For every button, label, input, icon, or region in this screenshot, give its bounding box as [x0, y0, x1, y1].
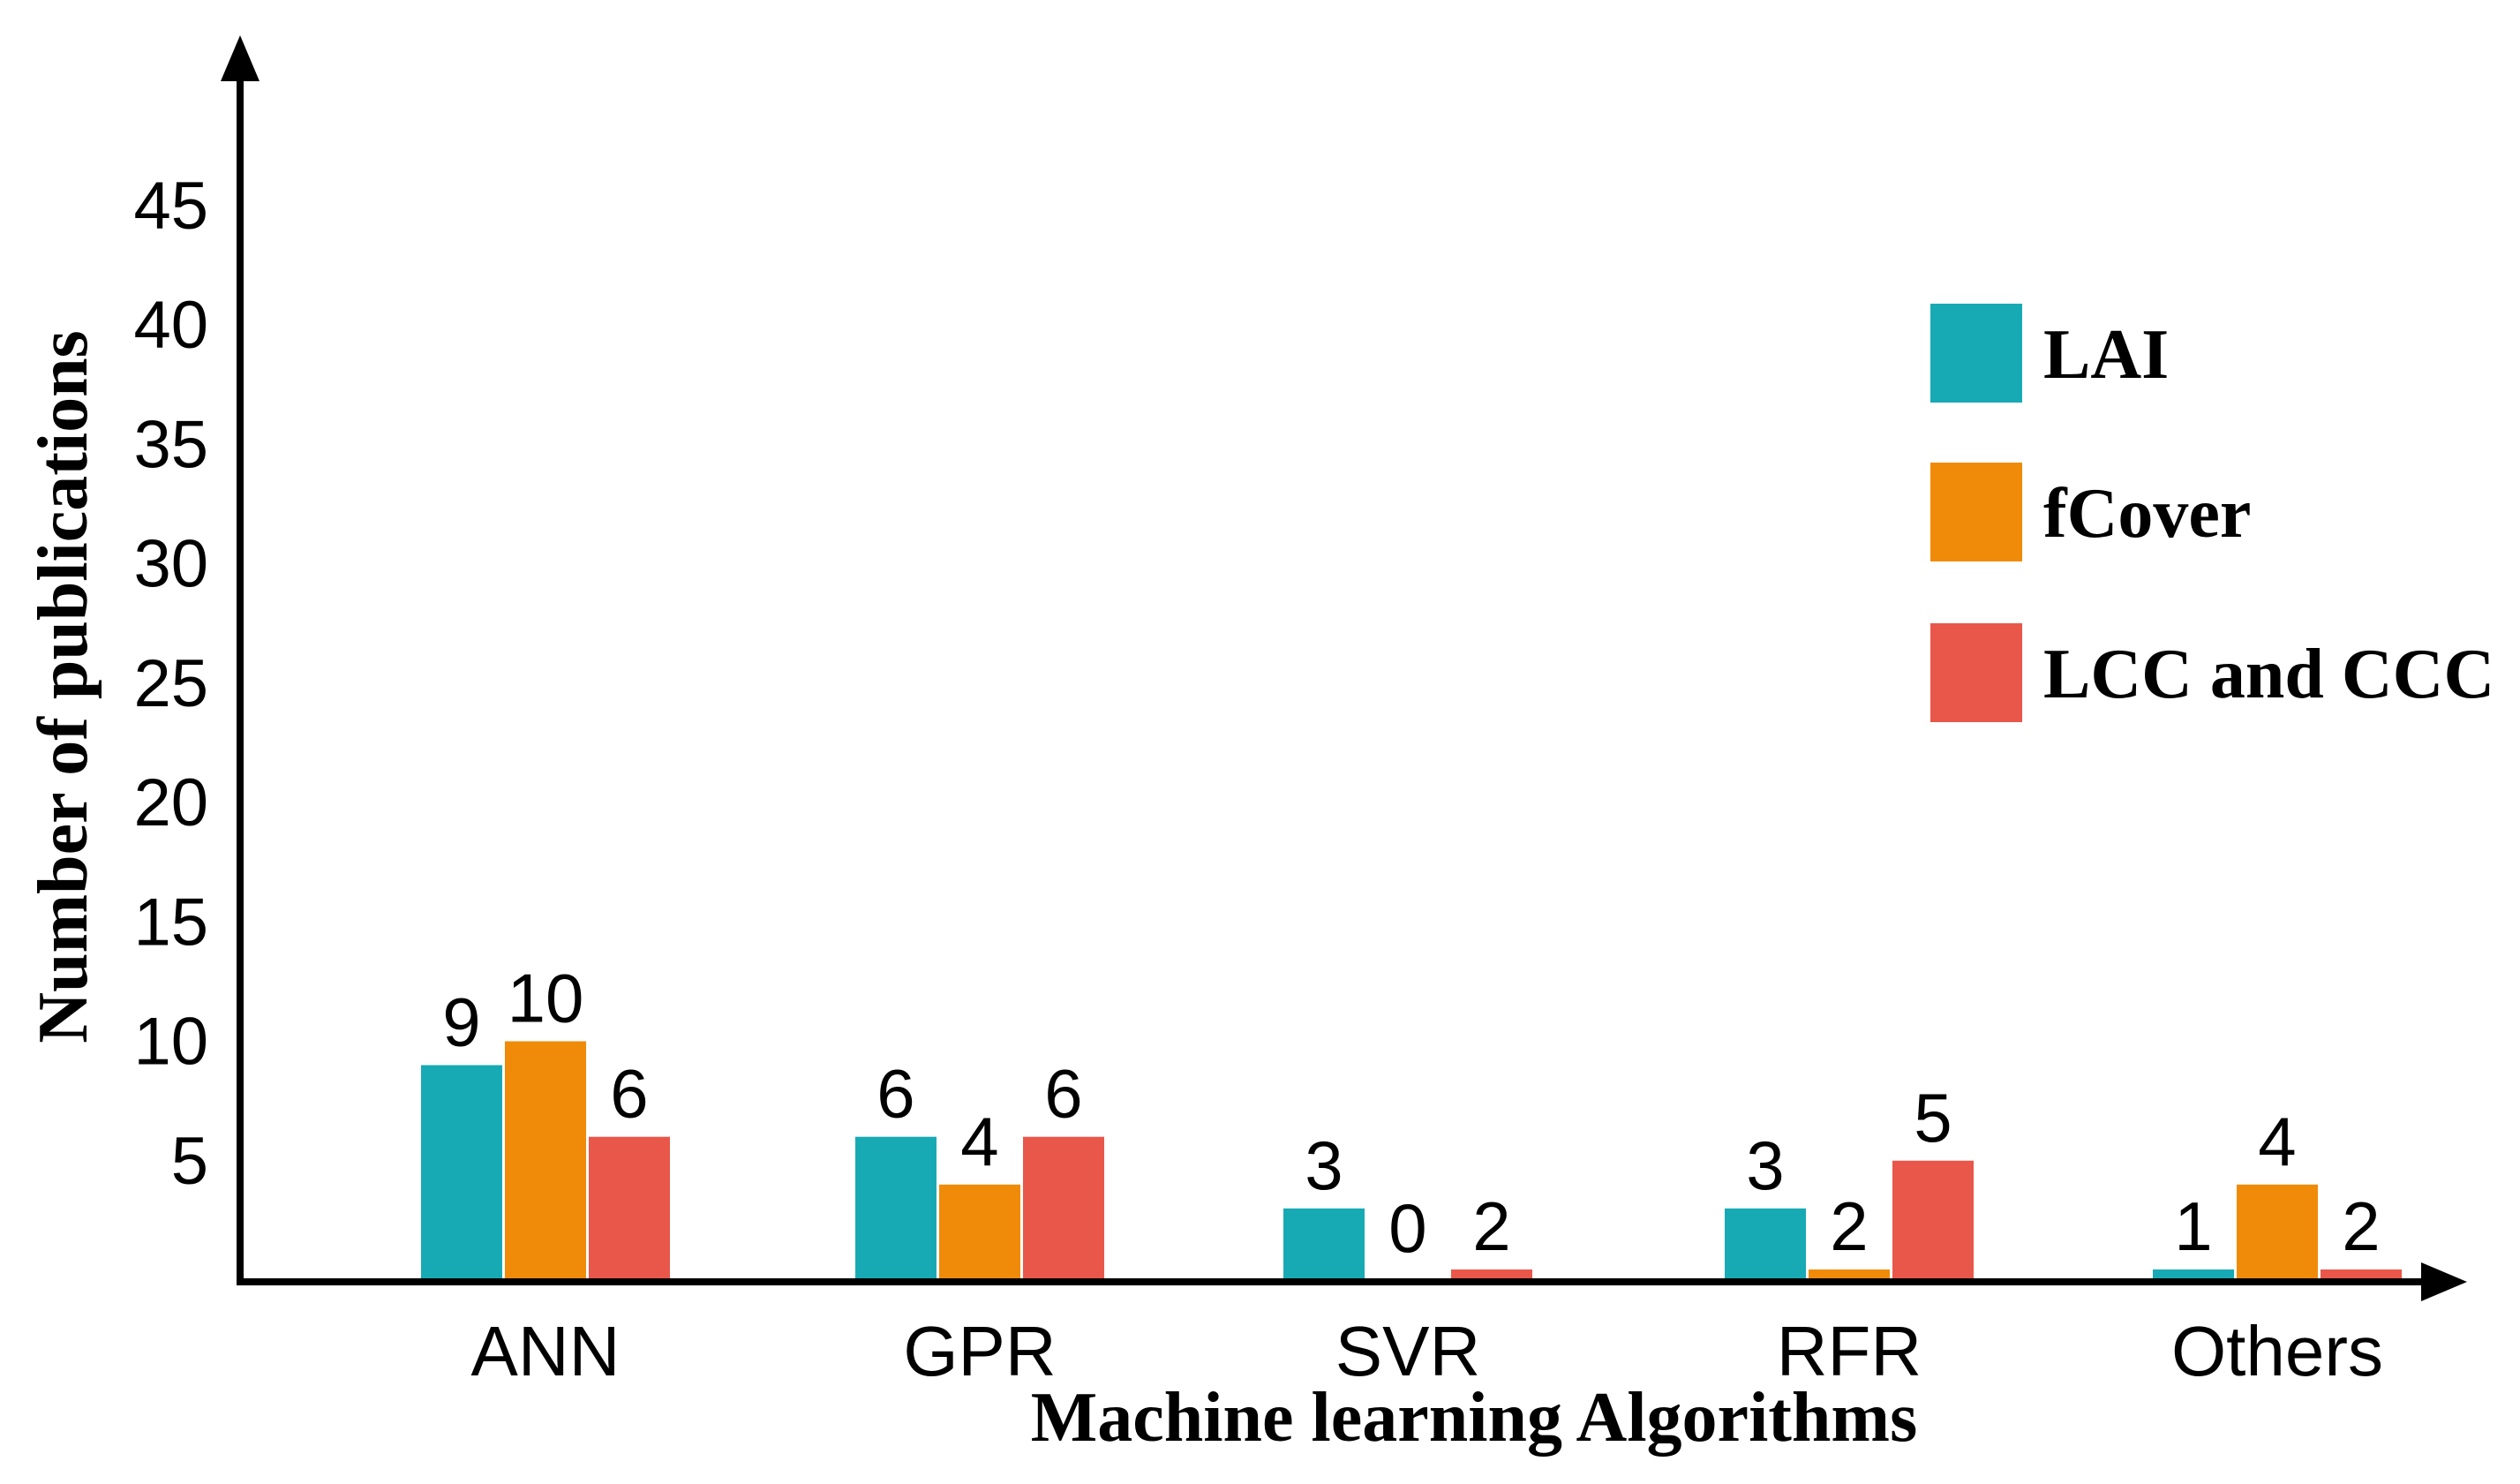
bar-svr-lai — [1283, 1208, 1365, 1280]
x-tick-label: ANN — [471, 1312, 621, 1390]
x-tick-label: SVR — [1335, 1312, 1481, 1390]
y-tick-label: 30 — [133, 527, 208, 602]
legend-label: fCover — [2043, 475, 2251, 553]
y-tick-labels: 5 10 15 20 25 30 35 40 45 — [133, 169, 208, 1199]
data-label: 2 — [2342, 1187, 2380, 1265]
data-label: 0 — [1388, 1189, 1426, 1267]
bar-rfr-fcover — [1809, 1269, 1890, 1280]
bar-svr-lcc-and-ccc — [1451, 1269, 1532, 1280]
y-tick-label: 5 — [171, 1124, 208, 1199]
bar-others-lai — [2153, 1269, 2234, 1280]
data-label: 2 — [1830, 1187, 1868, 1265]
bar-ann-fcover — [505, 1041, 586, 1280]
legend: LAI fCover LCC and CCC — [1930, 304, 2494, 722]
bar-ann-lai — [421, 1065, 502, 1280]
x-tick-label: Others — [2171, 1312, 2383, 1390]
data-label: 3 — [1746, 1126, 1784, 1204]
bars-layer — [421, 1041, 2402, 1280]
data-label: 6 — [876, 1055, 914, 1133]
y-tick-label: 15 — [133, 885, 208, 960]
bar-others-fcover — [2237, 1184, 2318, 1280]
legend-label: LAI — [2043, 316, 2169, 394]
bar-rfr-lcc-and-ccc — [1892, 1160, 1974, 1280]
axes-layer — [221, 35, 2467, 1301]
data-label: 6 — [1044, 1055, 1082, 1133]
legend-swatch-lcc-and-ccc — [1930, 623, 2022, 722]
data-label: 2 — [1472, 1187, 1510, 1265]
bar-gpr-lai — [855, 1136, 937, 1280]
data-label: 1 — [2174, 1187, 2212, 1265]
data-label: 4 — [960, 1103, 998, 1180]
bar-ann-lcc-and-ccc — [589, 1136, 670, 1280]
bar-gpr-lcc-and-ccc — [1023, 1136, 1104, 1280]
y-tick-label: 35 — [133, 407, 208, 482]
y-tick-label: 40 — [133, 288, 208, 363]
legend-swatch-fcover — [1930, 463, 2022, 561]
data-label: 5 — [1914, 1079, 1952, 1156]
bar-others-lcc-and-ccc — [2321, 1269, 2402, 1280]
bar-rfr-lai — [1725, 1208, 1806, 1280]
legend-swatch-lai — [1930, 304, 2022, 403]
data-label: 9 — [442, 983, 480, 1061]
y-tick-label: 10 — [133, 1005, 208, 1080]
x-axis-arrow — [2421, 1262, 2467, 1301]
y-tick-label: 45 — [133, 169, 208, 244]
y-tick-label: 20 — [133, 765, 208, 840]
x-axis-title: Machine learning Algorithms — [1031, 1379, 1917, 1457]
data-label: 10 — [508, 960, 584, 1037]
data-label: 3 — [1305, 1126, 1343, 1204]
y-axis-title: Number of publications — [25, 330, 102, 1043]
x-tick-label: RFR — [1777, 1312, 1922, 1390]
x-tick-labels: ANN GPR SVR RFR Others — [471, 1312, 2383, 1390]
bar-gpr-fcover — [939, 1184, 1020, 1280]
data-label: 6 — [610, 1055, 648, 1133]
legend-label: LCC and CCC — [2043, 636, 2494, 713]
data-label: 4 — [2258, 1103, 2296, 1180]
x-tick-label: GPR — [903, 1312, 1056, 1390]
y-axis-arrow — [221, 35, 260, 81]
y-tick-label: 25 — [133, 646, 208, 721]
